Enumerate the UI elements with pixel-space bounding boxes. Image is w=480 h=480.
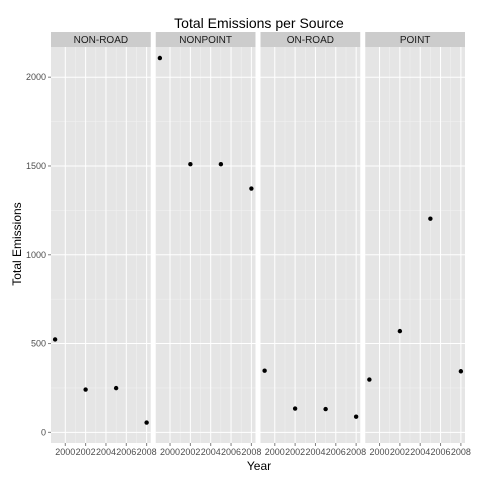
data-point bbox=[249, 186, 254, 191]
facet-panel-nonpoint: NONPOINT 2000 2002 2004 2006 2008 bbox=[155, 32, 261, 457]
data-point bbox=[218, 162, 224, 167]
y-axis: 0 500 1000 1500 2000 bbox=[26, 72, 51, 437]
x-tick-label: 2002 bbox=[285, 447, 305, 457]
data-point bbox=[157, 55, 163, 61]
data-point bbox=[262, 368, 267, 373]
y-axis-title: Total Emissions bbox=[10, 202, 24, 285]
data-point bbox=[397, 328, 403, 334]
x-tick-label: 2000 bbox=[370, 447, 390, 457]
data-point bbox=[292, 406, 298, 411]
x-tick-label: 2008 bbox=[241, 447, 261, 457]
data-point bbox=[188, 162, 193, 167]
x-tick-label: 2002 bbox=[180, 447, 200, 457]
x-tick-label: 2008 bbox=[451, 447, 471, 457]
data-point bbox=[83, 387, 88, 392]
facet-panel-non-road: NON-ROAD 2000 2002 2004 2006 2008 bbox=[51, 32, 157, 457]
x-tick-label: 2008 bbox=[346, 447, 366, 457]
facet-strip-label: ON-ROAD bbox=[287, 35, 334, 46]
facet-panel-on-road: ON-ROAD 2000 2002 2004 2006 2008 bbox=[260, 32, 366, 457]
data-point bbox=[367, 377, 372, 382]
panel-background bbox=[51, 47, 151, 443]
panel-background bbox=[155, 47, 256, 443]
x-tick-label: 2000 bbox=[265, 447, 285, 457]
facet-strip-label: POINT bbox=[400, 35, 431, 46]
panel-background bbox=[260, 47, 361, 443]
facet-strip bbox=[260, 32, 361, 47]
data-point bbox=[113, 385, 119, 391]
panel-background bbox=[365, 47, 465, 443]
y-tick-label: 1500 bbox=[26, 161, 46, 171]
x-tick-label: 2006 bbox=[431, 447, 451, 457]
facet-panel-point: POINT 2000 2002 2004 2006 2008 bbox=[365, 32, 471, 457]
y-tick-label: 2000 bbox=[26, 72, 46, 82]
x-tick-label: 2000 bbox=[160, 447, 180, 457]
x-tick-label: 2008 bbox=[137, 447, 157, 457]
y-tick-label: 500 bbox=[31, 339, 46, 349]
facet-strip bbox=[51, 32, 151, 47]
x-tick-label: 2004 bbox=[201, 447, 221, 457]
x-axis-title: Year bbox=[247, 459, 271, 473]
facet-strip bbox=[155, 32, 256, 47]
data-point bbox=[353, 414, 359, 419]
x-tick-label: 2004 bbox=[305, 447, 325, 457]
x-tick-label: 2006 bbox=[326, 447, 346, 457]
x-tick-label: 2002 bbox=[390, 447, 410, 457]
chart-title: Total Emissions per Source bbox=[174, 15, 344, 31]
x-tick-label: 2002 bbox=[76, 447, 96, 457]
x-tick-label: 2006 bbox=[116, 447, 136, 457]
data-point bbox=[52, 337, 58, 342]
facet-strip bbox=[365, 32, 465, 47]
data-point bbox=[323, 406, 328, 412]
x-tick-label: 2004 bbox=[410, 447, 430, 457]
data-point bbox=[144, 420, 149, 425]
facet-strip-label: NON-ROAD bbox=[74, 35, 128, 46]
y-tick-label: 1000 bbox=[26, 250, 46, 260]
facet-strip-label: NONPOINT bbox=[179, 35, 232, 46]
data-point bbox=[458, 369, 464, 374]
x-tick-label: 2006 bbox=[221, 447, 241, 457]
data-point bbox=[428, 216, 433, 221]
x-tick-label: 2000 bbox=[55, 447, 75, 457]
x-tick-label: 2004 bbox=[96, 447, 116, 457]
y-tick-label: 0 bbox=[41, 427, 46, 437]
